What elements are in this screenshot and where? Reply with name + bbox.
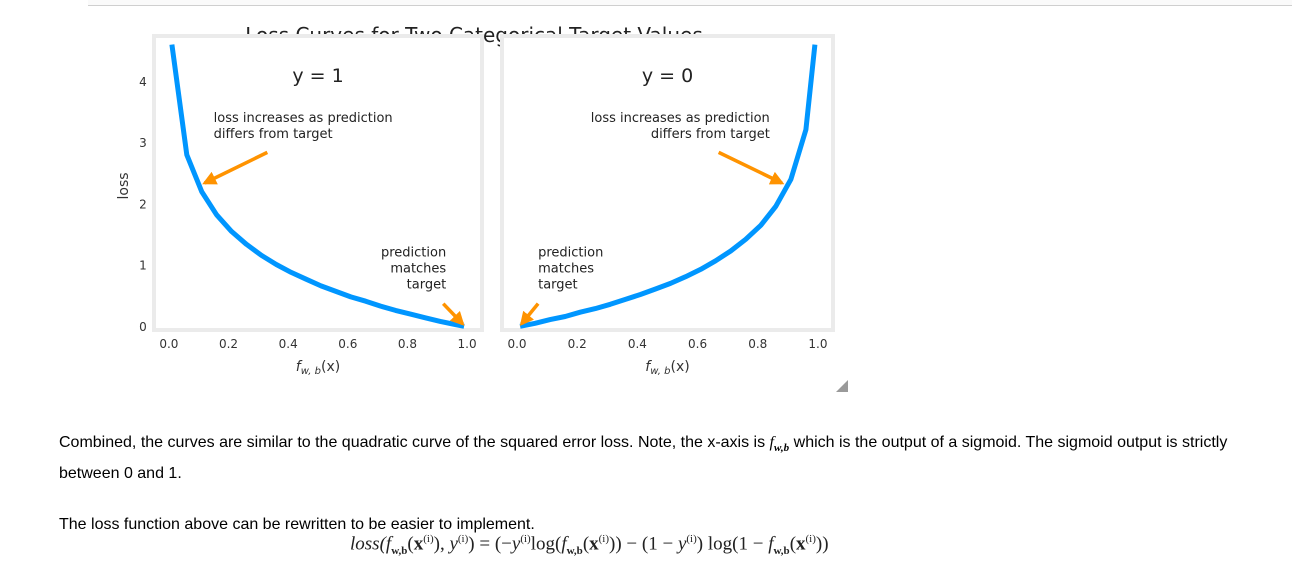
annotation-text: prediction matches target [381, 246, 446, 293]
plot-panels: y = 1 0.0 0.2 0.4 0.6 0.8 1.0 fw, b(x) 0 1 2 3 4 loss… [139, 34, 835, 377]
y-tick-label: 1 [139, 259, 147, 273]
x-tick-label: 0.0 [507, 337, 526, 351]
y-tick-label: 2 [139, 197, 147, 211]
cell-top-border [88, 0, 1292, 6]
annotation-text: prediction matches target [538, 246, 603, 293]
x-axis-label: fw, b(x) [296, 359, 340, 377]
para1-before: Combined, the curves are similar to the … [59, 434, 770, 451]
panel-subtitle: y = 1 [292, 65, 343, 87]
y-tick-label: 0 [139, 320, 147, 334]
x-tick-label: 0.2 [219, 337, 238, 351]
annotation-arrow [519, 302, 540, 327]
x-tick-label: 0.8 [398, 337, 417, 351]
loss-curves-figure: Loss Curves for Two Categorical Target V… [116, 23, 835, 377]
explanation-paragraph: Combined, the curves are similar to the … [59, 430, 1259, 486]
loss-curve [169, 44, 465, 329]
panel-1: y = 1 0.0 0.2 0.4 0.6 0.8 1.0 fw, b(x) 0 1 2 3 4 loss… [139, 34, 484, 377]
panel-subtitle: y = 0 [642, 65, 693, 87]
x-tick-label: 0.8 [748, 337, 767, 351]
x-tick-label: 1.0 [808, 337, 827, 351]
y-axis-label: loss [116, 172, 132, 199]
x-tick-label: 0.6 [688, 337, 707, 351]
rewrite-paragraph: The loss function above can be rewritten… [59, 516, 535, 533]
loss-curve [519, 44, 818, 329]
x-tick-label: 0.4 [279, 337, 298, 351]
x-tick-label: 0.4 [628, 337, 647, 351]
x-axis-label: fw, b(x) [645, 359, 689, 377]
loss-equation: loss(fw,b(x(i)), y(i)) = (−y(i)log(fw,b(… [350, 533, 829, 558]
x-tick-label: 1.0 [458, 337, 477, 351]
annotation-arrow [202, 150, 269, 185]
annotation-arrow [441, 302, 465, 326]
annotation-text: loss increases as prediction differs from… [214, 111, 393, 142]
x-tick-label: 0.0 [159, 337, 178, 351]
x-tick-label: 0.6 [338, 337, 357, 351]
para1-after: which is the output of a sigmoid. The si… [59, 434, 1228, 483]
inline-math-fwb: fw,b [769, 434, 790, 455]
annotation-text: loss increases as prediction differs from… [591, 111, 770, 142]
y-tick-label: 3 [139, 136, 147, 150]
panel-2: y = 0 0.0 0.2 0.4 0.6 0.8 1.0 fw, b(x) loss incr… [500, 34, 835, 377]
annotation-arrow [717, 150, 785, 185]
resize-handle[interactable] [836, 380, 848, 392]
y-tick-label: 4 [139, 75, 147, 89]
x-tick-label: 0.2 [568, 337, 587, 351]
